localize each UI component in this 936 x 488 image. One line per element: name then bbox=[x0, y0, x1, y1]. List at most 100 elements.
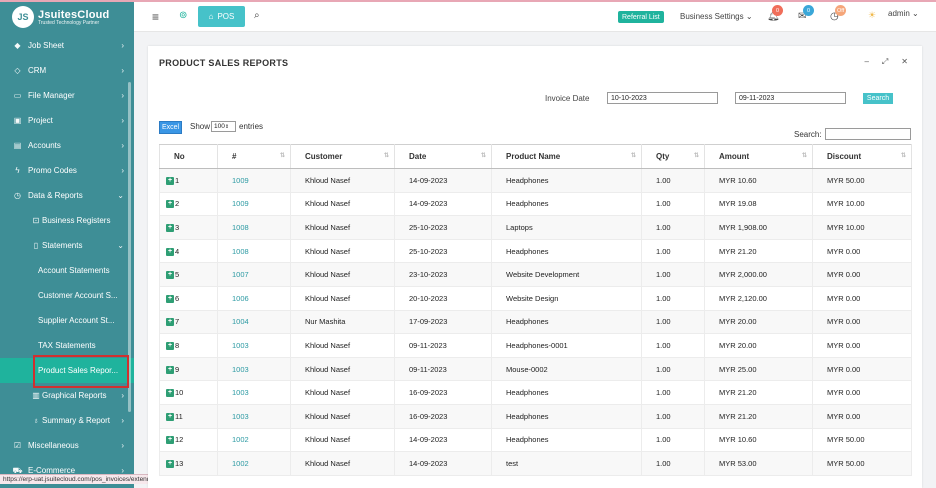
invoice-link[interactable]: 1003 bbox=[232, 411, 249, 421]
row-number: 12 bbox=[175, 435, 184, 445]
invoice-link[interactable]: 1006 bbox=[232, 293, 249, 303]
clock-icon[interactable]: ◷ Off bbox=[830, 5, 847, 22]
sidebar-item-project[interactable]: ▣ Project › bbox=[0, 108, 134, 133]
expand-row-icon[interactable]: + bbox=[166, 459, 174, 468]
sidebar-item-promo-codes[interactable]: ϟ Promo Codes › bbox=[0, 158, 134, 183]
expand-row-icon[interactable]: + bbox=[166, 318, 174, 327]
invoice-link[interactable]: 1003 bbox=[232, 340, 249, 350]
column-header-date[interactable]: Date ⇅ bbox=[394, 144, 492, 169]
sidebar-item-data-reports[interactable]: ◷ Data & Reports ⌄ bbox=[0, 183, 134, 208]
cell-qty: 1.00 bbox=[641, 238, 705, 264]
expand-row-icon[interactable]: + bbox=[166, 389, 174, 398]
table-search-input[interactable] bbox=[825, 128, 911, 140]
invoice-link[interactable]: 1002 bbox=[232, 435, 249, 445]
sidebar-scrollbar[interactable] bbox=[128, 82, 131, 412]
column-header-qty[interactable]: Qty ⇅ bbox=[641, 144, 705, 169]
cell-discount: MYR 0.00 bbox=[812, 356, 912, 382]
sidebar-item-miscellaneous[interactable]: ☑ Miscellaneous › bbox=[0, 433, 134, 458]
sidebar-item-account-statements[interactable]: Account Statements bbox=[0, 258, 134, 283]
search-button[interactable]: Search bbox=[863, 93, 893, 104]
envelope-icon[interactable]: ✉ 0 bbox=[798, 5, 814, 22]
cell-discount: MYR 0.00 bbox=[812, 238, 912, 264]
sidebar-item-file-manager[interactable]: ▭ File Manager › bbox=[0, 83, 134, 108]
date-to-input[interactable] bbox=[735, 92, 846, 104]
chevron-right-icon: › bbox=[121, 66, 124, 75]
invoice-link[interactable]: 1004 bbox=[232, 317, 249, 327]
sidebar-item-accounts[interactable]: ▤ Accounts › bbox=[0, 133, 134, 158]
sidebar-item-business-registers[interactable]: ⊡ Business Registers bbox=[0, 208, 134, 233]
column-header-no[interactable]: No bbox=[159, 144, 218, 169]
column-header-product-name[interactable]: Product Name ⇅ bbox=[491, 144, 642, 169]
sidebar-item-crm[interactable]: ◇ CRM › bbox=[0, 58, 134, 83]
menu-toggle-icon[interactable]: ≡ bbox=[152, 10, 160, 24]
bell-icon[interactable]: 🔔︎ 0 bbox=[767, 5, 783, 22]
brand-logo[interactable]: JS JsuitesCloud Trusted Technology Partn… bbox=[0, 2, 134, 32]
expand-row-icon[interactable]: + bbox=[166, 412, 174, 421]
sidebar-item-product-sales-reports[interactable]: Product Sales Repor... bbox=[0, 358, 134, 383]
cell-product: Headphones bbox=[491, 309, 642, 335]
diamond-icon: ◇ bbox=[14, 66, 21, 75]
invoice-link[interactable]: 1003 bbox=[232, 364, 249, 374]
cell-discount: MYR 0.00 bbox=[812, 309, 912, 335]
sidebar-item-customer-account-statements[interactable]: Customer Account S... bbox=[0, 283, 134, 308]
invoice-link[interactable]: 1007 bbox=[232, 270, 249, 280]
cell-amount: MYR 21.20 bbox=[704, 238, 813, 264]
table-row: +4 1008 Khloud Nasef 25-10-2023 Headphones 1.… bbox=[159, 238, 912, 264]
expand-row-icon[interactable]: + bbox=[166, 247, 174, 256]
date-from-input[interactable] bbox=[607, 92, 718, 104]
business-settings-dropdown[interactable]: Business Settings ⌄ bbox=[680, 12, 753, 21]
expand-row-icon[interactable]: + bbox=[166, 223, 174, 232]
invoice-link[interactable]: 1009 bbox=[232, 175, 249, 185]
expand-icon[interactable]: ⤢ bbox=[881, 57, 889, 66]
cell-date: 14-09-2023 bbox=[394, 451, 492, 476]
column-header-customer[interactable]: Customer ⇅ bbox=[290, 144, 395, 169]
cell-customer: Khloud Nasef bbox=[290, 191, 395, 217]
expand-row-icon[interactable]: + bbox=[166, 294, 174, 303]
sidebar-item-job-sheet[interactable]: ◆ Job Sheet › bbox=[0, 33, 134, 58]
column-header-discount[interactable]: Discount ⇅ bbox=[812, 144, 912, 169]
sort-icon: ⇅ bbox=[900, 153, 906, 159]
page-size-select[interactable]: 100⇕ bbox=[211, 121, 236, 132]
sidebar-item-e-commerce[interactable]: ⛟ E-Commerce › bbox=[0, 458, 134, 483]
cell-date: 25-10-2023 bbox=[394, 215, 492, 240]
pos-button[interactable]: ⌂ POS bbox=[198, 6, 245, 27]
sidebar-item-summary-report[interactable]: ♁ Summary & Report › bbox=[0, 408, 134, 433]
updown-icon: ⇕ bbox=[224, 124, 230, 130]
column-header-amount[interactable]: Amount ⇅ bbox=[704, 144, 813, 169]
search-icon[interactable]: ⌕ bbox=[254, 10, 260, 21]
cell-product: Headphones bbox=[491, 380, 642, 405]
cell-customer: Khloud Nasef bbox=[290, 262, 395, 287]
expand-row-icon[interactable]: + bbox=[166, 200, 174, 209]
cart-icon: ⛟ bbox=[12, 465, 23, 475]
cell-date: 23-10-2023 bbox=[394, 262, 492, 287]
sidebar-item-label: Job Sheet bbox=[28, 41, 65, 50]
invoice-link[interactable]: 1009 bbox=[232, 199, 249, 209]
avatar[interactable]: ☀ bbox=[868, 10, 877, 20]
expand-row-icon[interactable]: + bbox=[166, 365, 174, 374]
sidebar-item-graphical-reports[interactable]: ▥ Graphical Reports › bbox=[0, 383, 134, 408]
invoice-link[interactable]: 1008 bbox=[232, 222, 249, 232]
sidebar-item-statements[interactable]: ▯ Statements ⌄ bbox=[0, 233, 134, 258]
expand-row-icon[interactable]: + bbox=[166, 436, 174, 445]
table-row: +3 1008 Khloud Nasef 25-10-2023 Laptops 1.00 M… bbox=[159, 215, 912, 240]
expand-row-icon[interactable]: + bbox=[166, 271, 174, 280]
sidebar-item-supplier-account-statements[interactable]: Supplier Account St... bbox=[0, 308, 134, 333]
invoice-link[interactable]: 1003 bbox=[232, 388, 249, 398]
invoice-link[interactable]: 1002 bbox=[232, 458, 249, 468]
cell-no: +1 bbox=[159, 168, 218, 193]
expand-row-icon[interactable]: + bbox=[166, 176, 174, 185]
minimize-icon[interactable]: – bbox=[864, 57, 869, 66]
location-pin-icon[interactable]: ⊚ bbox=[179, 10, 188, 21]
sidebar-item-tax-statements[interactable]: TAX Statements bbox=[0, 333, 134, 358]
column-header-invoice[interactable]: # ⇅ bbox=[217, 144, 291, 169]
cell-no: +12 bbox=[159, 427, 218, 453]
expand-row-icon[interactable]: + bbox=[166, 341, 174, 350]
cell-date: 14-09-2023 bbox=[394, 191, 492, 217]
cell-invoice: 1008 bbox=[217, 215, 291, 240]
close-icon[interactable]: ✕ bbox=[901, 57, 908, 66]
user-menu[interactable]: admin ⌄ bbox=[888, 9, 919, 18]
invoice-link[interactable]: 1008 bbox=[232, 246, 249, 256]
referral-list-button[interactable]: Referral List bbox=[618, 11, 664, 23]
excel-export-button[interactable]: Excel bbox=[159, 121, 182, 134]
cell-product: Headphones bbox=[491, 168, 642, 193]
